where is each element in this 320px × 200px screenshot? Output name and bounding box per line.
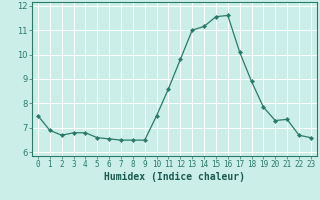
X-axis label: Humidex (Indice chaleur): Humidex (Indice chaleur) — [104, 172, 245, 182]
